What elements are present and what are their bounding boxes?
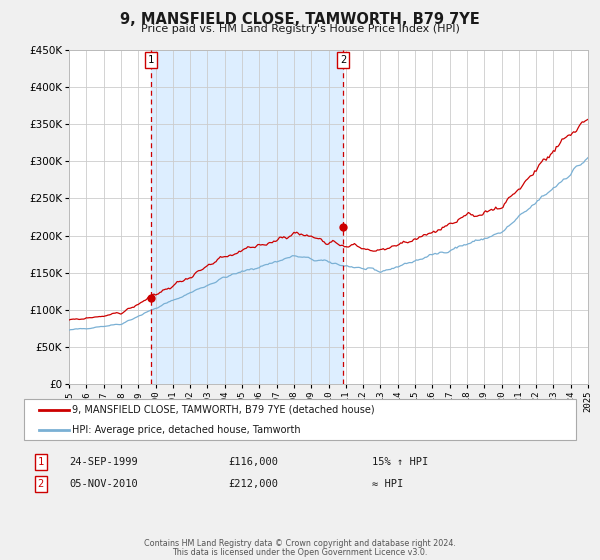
- Text: Price paid vs. HM Land Registry's House Price Index (HPI): Price paid vs. HM Land Registry's House …: [140, 24, 460, 34]
- Text: 2: 2: [38, 479, 44, 489]
- Text: 1: 1: [148, 55, 154, 65]
- Text: 2: 2: [340, 55, 346, 65]
- Text: 9, MANSFIELD CLOSE, TAMWORTH, B79 7YE (detached house): 9, MANSFIELD CLOSE, TAMWORTH, B79 7YE (d…: [72, 405, 374, 415]
- Bar: [151, 50, 343, 384]
- Text: HPI: Average price, detached house, Tamworth: HPI: Average price, detached house, Tamw…: [72, 424, 301, 435]
- Text: 24-SEP-1999: 24-SEP-1999: [69, 457, 138, 467]
- Text: £116,000: £116,000: [228, 457, 278, 467]
- Text: 1: 1: [38, 457, 44, 467]
- Text: This data is licensed under the Open Government Licence v3.0.: This data is licensed under the Open Gov…: [172, 548, 428, 557]
- Text: Contains HM Land Registry data © Crown copyright and database right 2024.: Contains HM Land Registry data © Crown c…: [144, 539, 456, 548]
- Text: £212,000: £212,000: [228, 479, 278, 489]
- Text: ≈ HPI: ≈ HPI: [372, 479, 403, 489]
- Text: 15% ↑ HPI: 15% ↑ HPI: [372, 457, 428, 467]
- Text: 05-NOV-2010: 05-NOV-2010: [69, 479, 138, 489]
- Text: 9, MANSFIELD CLOSE, TAMWORTH, B79 7YE: 9, MANSFIELD CLOSE, TAMWORTH, B79 7YE: [120, 12, 480, 27]
